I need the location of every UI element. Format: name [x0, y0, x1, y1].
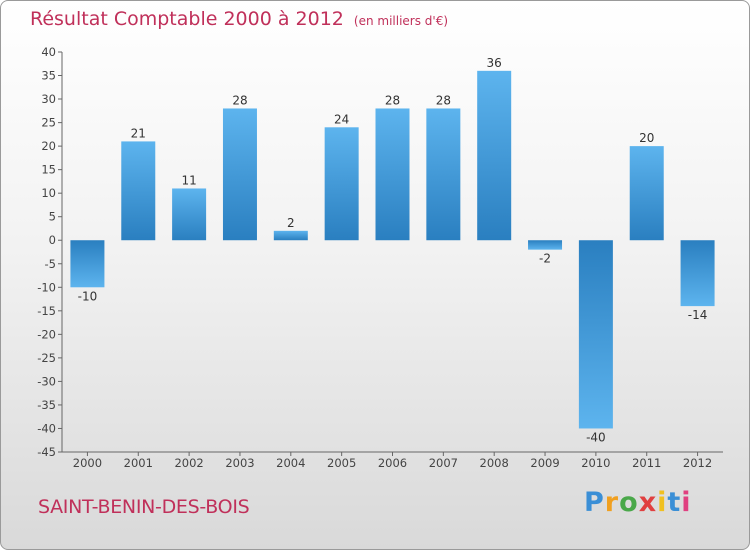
bar-2006	[375, 108, 410, 241]
x-tick-label-2000: 2000	[73, 456, 102, 470]
x-tick-label-2008: 2008	[480, 456, 509, 470]
data-label-2000: -10	[78, 289, 98, 303]
bar-2009	[528, 240, 563, 250]
x-tick-label-2002: 2002	[174, 456, 203, 470]
x-tick-label-2006: 2006	[378, 456, 407, 470]
y-tick-label: -30	[37, 374, 56, 388]
y-tick-label: 35	[41, 69, 56, 83]
bar-2007	[426, 108, 461, 241]
bar-2008	[477, 70, 512, 241]
logo-letter: o	[619, 487, 639, 518]
data-label-2009: -2	[539, 252, 551, 266]
logo-letter: x	[638, 487, 658, 518]
x-tick-label-2004: 2004	[276, 456, 305, 470]
x-tick-label-2003: 2003	[225, 456, 254, 470]
y-tick-label: 10	[41, 186, 56, 200]
y-tick-label: 5	[49, 210, 56, 224]
bar-2010	[578, 240, 613, 429]
bar-2012	[680, 240, 715, 307]
chart-title: Résultat Comptable 2000 à 2012	[30, 8, 344, 30]
bar-2011	[629, 146, 664, 241]
logo-letter: r	[604, 487, 620, 518]
y-tick-label: 30	[41, 92, 56, 106]
y-tick-label: 20	[41, 139, 56, 153]
logo-letter: t	[667, 487, 682, 518]
logo-letter: i	[681, 487, 692, 518]
data-label-2003: 28	[232, 93, 247, 107]
y-tick-label: -10	[37, 280, 56, 294]
data-label-2010: -40	[586, 430, 606, 444]
bar-2000	[70, 240, 105, 288]
data-label-2002: 11	[181, 173, 196, 187]
y-tick-label: 0	[49, 233, 56, 247]
y-tick-label: -15	[37, 304, 56, 318]
y-tick-label: 40	[41, 45, 56, 59]
x-tick-label-2007: 2007	[429, 456, 458, 470]
data-label-2001: 21	[131, 126, 146, 140]
bar-2001	[121, 141, 156, 241]
y-tick-label: 15	[41, 163, 56, 177]
y-tick-label: -25	[37, 351, 56, 365]
y-tick-label: 25	[41, 116, 56, 130]
data-label-2011: 20	[639, 131, 654, 145]
logo-letter: i	[657, 487, 668, 518]
commune-name: SAINT-BENIN-DES-BOIS	[38, 496, 250, 518]
proxiti-logo: Proxiti	[584, 487, 692, 518]
data-label-2012: -14	[688, 308, 708, 322]
bar-2002	[172, 188, 207, 241]
x-tick-label-2005: 2005	[327, 456, 356, 470]
x-tick-label-2010: 2010	[581, 456, 610, 470]
data-label-2005: 24	[334, 112, 349, 126]
y-tick-label: -5	[45, 257, 56, 271]
data-label-2006: 28	[385, 93, 400, 107]
data-label-2008: 36	[487, 56, 502, 70]
y-tick-label: -20	[37, 327, 56, 341]
chart-title-group: Résultat Comptable 2000 à 2012 (en millie…	[30, 8, 448, 30]
bar-2005	[324, 127, 359, 241]
y-tick-label: -45	[37, 445, 56, 459]
bar-2004	[273, 230, 308, 241]
bar-2003	[222, 108, 257, 241]
logo-letter: P	[584, 487, 605, 518]
x-tick-label-2011: 2011	[632, 456, 661, 470]
data-label-2004: 2	[287, 216, 295, 230]
data-label-2007: 28	[436, 93, 451, 107]
x-tick-label-2009: 2009	[530, 456, 559, 470]
y-tick-label: -40	[37, 421, 56, 435]
chart-unit: (en milliers d'€)	[353, 14, 449, 28]
y-tick-label: -35	[37, 398, 56, 412]
x-tick-label-2001: 2001	[124, 456, 153, 470]
x-tick-label-2012: 2012	[683, 456, 712, 470]
